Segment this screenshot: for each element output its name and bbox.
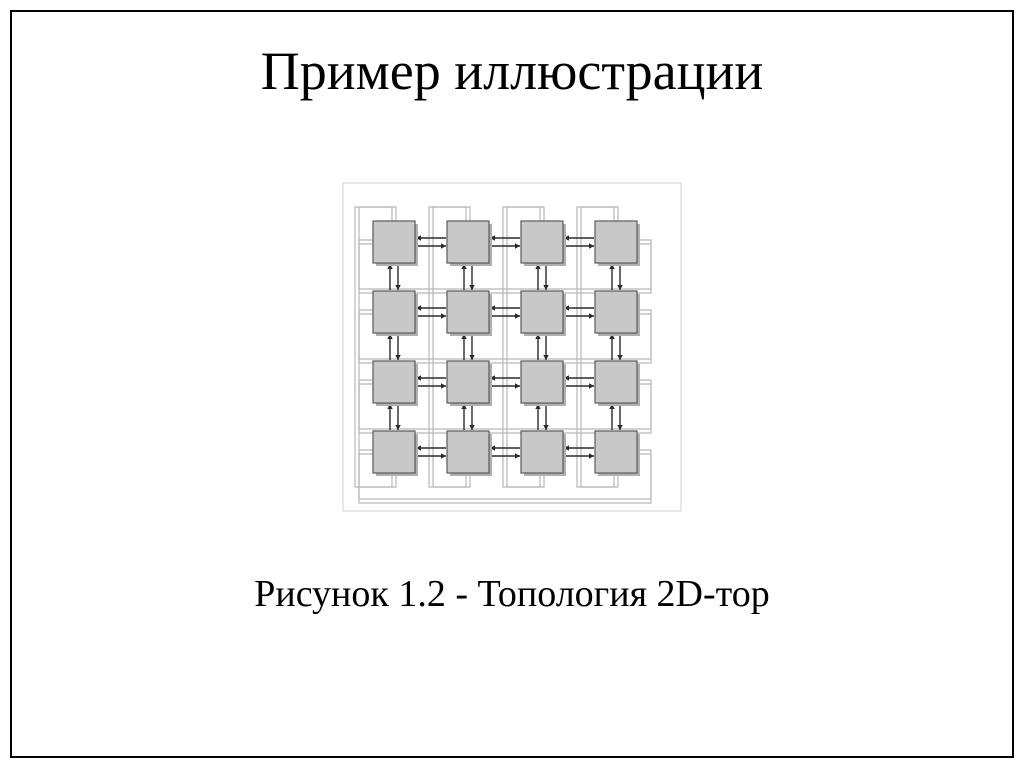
figure-caption: Рисунок 1.2 - Топология 2D-тор — [12, 572, 1012, 616]
page-title: Пример иллюстрации — [12, 40, 1012, 102]
torus-diagram — [342, 182, 682, 512]
figure-container — [12, 182, 1012, 512]
slide-frame: Пример иллюстрации Рисунок 1.2 - Тополог… — [10, 10, 1014, 758]
